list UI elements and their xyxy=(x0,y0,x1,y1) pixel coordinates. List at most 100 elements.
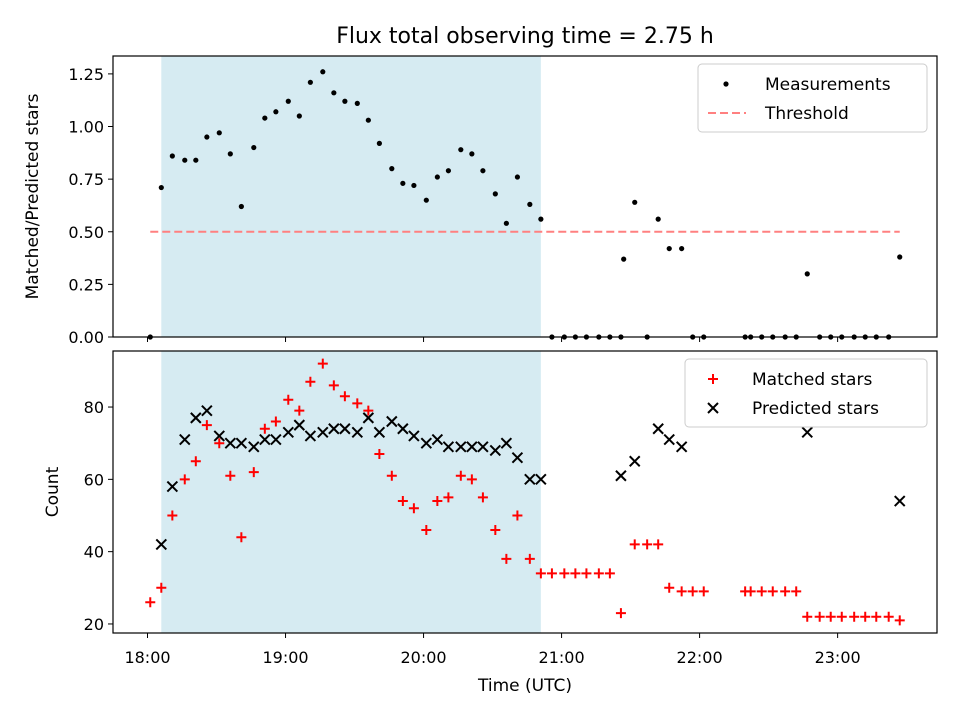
y-tick-label: 60 xyxy=(84,470,104,489)
data-point xyxy=(897,254,903,260)
data-point xyxy=(570,568,581,579)
data-point xyxy=(894,615,905,626)
data-point xyxy=(655,216,661,222)
data-point xyxy=(293,419,306,431)
data-point xyxy=(652,423,664,435)
data-point xyxy=(443,492,454,503)
data-point xyxy=(477,441,489,453)
data-point xyxy=(679,245,685,252)
data-point xyxy=(201,420,212,431)
data-point xyxy=(408,430,420,442)
y-axis-label: Count xyxy=(43,466,63,517)
y-tick-label: 1.25 xyxy=(68,65,104,84)
data-point xyxy=(201,404,213,417)
data-point xyxy=(158,184,164,191)
data-point xyxy=(675,441,688,453)
data-point xyxy=(455,470,466,481)
data-point xyxy=(604,568,615,579)
y-tick-label: 40 xyxy=(84,543,104,562)
data-point xyxy=(166,480,179,493)
data-point xyxy=(663,433,675,446)
data-point xyxy=(331,90,337,96)
x-tick-label: 21:00 xyxy=(539,648,585,667)
data-point xyxy=(216,130,222,136)
data-point xyxy=(632,199,638,205)
data-point xyxy=(328,423,340,435)
data-point xyxy=(238,203,244,210)
data-point xyxy=(259,423,270,434)
axes-frame xyxy=(112,350,938,634)
data-point xyxy=(664,582,675,593)
data-point xyxy=(307,79,313,85)
legend: Measurements Threshold xyxy=(697,63,928,133)
data-point xyxy=(423,197,429,203)
data-point xyxy=(802,611,813,622)
data-point xyxy=(411,182,417,189)
y-tick-label: 1.00 xyxy=(68,118,104,137)
legend-box xyxy=(684,358,928,428)
data-point xyxy=(559,568,570,579)
x-tick-label: 19:00 xyxy=(262,648,308,667)
panel-1: 0.00 0.25 0.50 0.75 1.00 1.25 Matched/Predicte… xyxy=(23,55,938,347)
data-point xyxy=(156,582,167,593)
data-point xyxy=(676,586,687,597)
observing-window-span xyxy=(161,351,541,633)
y-tick-label: 0.75 xyxy=(68,170,104,189)
data-point xyxy=(235,437,248,449)
data-point xyxy=(374,449,385,460)
data-point xyxy=(871,611,882,622)
data-point xyxy=(193,157,199,163)
data-point xyxy=(294,405,305,416)
data-point xyxy=(535,568,546,579)
data-point xyxy=(328,380,339,391)
data-point xyxy=(514,174,521,180)
data-point xyxy=(214,438,225,449)
data-point xyxy=(283,394,294,405)
data-point xyxy=(849,611,860,622)
y-tick-label: 0.00 xyxy=(68,328,104,347)
data-point xyxy=(642,539,653,550)
data-point xyxy=(477,492,488,503)
data-point xyxy=(362,412,375,424)
data-point xyxy=(535,473,547,486)
legend-label: Matched stars xyxy=(752,370,872,390)
data-point xyxy=(524,473,536,486)
data-point xyxy=(317,358,328,369)
data-point xyxy=(490,524,501,535)
data-point xyxy=(581,568,592,579)
data-point xyxy=(629,455,641,467)
data-point xyxy=(224,437,237,449)
data-point xyxy=(698,586,709,597)
data-point xyxy=(363,405,374,416)
data-point xyxy=(455,441,467,453)
data-point xyxy=(236,532,247,543)
data-point xyxy=(400,180,406,186)
legend-marker xyxy=(708,374,718,384)
data-point xyxy=(489,444,502,457)
y-axis-label: Matched/Predicted stars xyxy=(23,93,43,299)
y-tick-label: 20 xyxy=(84,615,104,634)
data-point xyxy=(527,201,533,207)
data-point xyxy=(791,586,802,597)
data-point xyxy=(386,415,398,428)
data-point xyxy=(190,412,202,424)
data-point xyxy=(304,430,317,442)
data-point xyxy=(320,69,326,75)
data-point xyxy=(259,433,271,446)
data-point xyxy=(270,433,282,446)
legend-label: Predicted stars xyxy=(752,399,879,419)
data-point xyxy=(248,441,260,453)
data-point xyxy=(169,153,175,159)
legend-marker xyxy=(723,81,729,87)
data-point xyxy=(376,140,382,146)
legend-label: Threshold xyxy=(764,104,849,124)
y-tick-label: 80 xyxy=(84,398,104,417)
data-point xyxy=(432,496,443,507)
legend: Matched stars Predicted stars xyxy=(684,358,928,428)
data-point xyxy=(469,151,475,157)
data-point xyxy=(421,524,432,535)
data-point xyxy=(687,586,698,597)
data-point xyxy=(836,611,847,622)
data-point xyxy=(615,470,627,482)
